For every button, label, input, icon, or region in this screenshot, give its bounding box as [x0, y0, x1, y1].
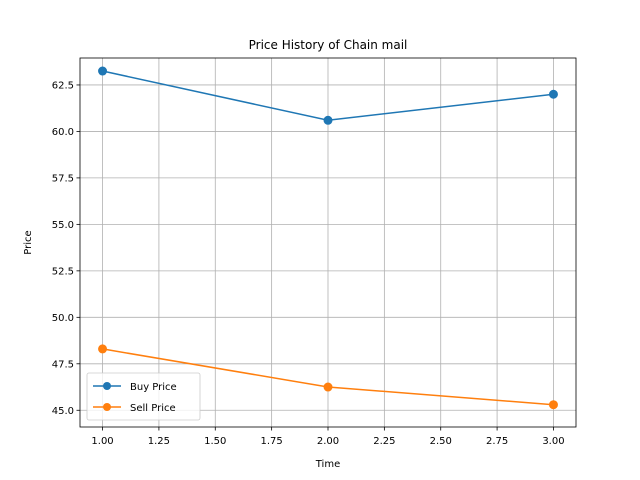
x-tick-label: 1.75 — [261, 436, 283, 447]
legend-buy-price-marker — [103, 382, 111, 390]
y-tick-label: 57.5 — [52, 173, 74, 184]
x-tick-label: 1.00 — [91, 436, 113, 447]
chart-title: Price History of Chain mail — [249, 38, 408, 52]
legend: Buy Price Sell Price — [86, 372, 201, 421]
x-tick-label: 2.00 — [317, 436, 339, 447]
y-tick-label: 55.0 — [52, 220, 74, 231]
x-tick-label: 3.00 — [542, 436, 564, 447]
legend-sell-price-marker — [103, 403, 111, 411]
x-tick-label: 2.25 — [373, 436, 395, 447]
y-axis-label: Price — [23, 230, 34, 254]
sell-price-point — [323, 382, 333, 392]
x-tick-label: 2.50 — [430, 436, 452, 447]
y-tick-label: 52.5 — [52, 266, 74, 277]
ticks: 1.00 1.25 1.50 1.75 2.00 2.25 2.50 2.75 3.00 45.0… — [52, 80, 565, 447]
legend-sell-price-label: Sell Price — [130, 403, 176, 414]
series-layer — [98, 66, 558, 410]
buy-price-point — [323, 115, 333, 125]
x-axis-label: Time — [315, 459, 340, 470]
buy-price-point — [98, 66, 108, 76]
grid — [80, 58, 576, 427]
sell-price-point — [98, 344, 108, 354]
legend-box — [86, 372, 201, 421]
y-tick-label: 60.0 — [52, 127, 74, 138]
legend-buy-price-label: Buy Price — [130, 382, 177, 393]
x-tick-label: 1.25 — [148, 436, 170, 447]
x-tick-label: 2.75 — [486, 436, 508, 447]
sell-price-point — [548, 400, 558, 410]
y-tick-label: 45.0 — [52, 406, 74, 417]
y-tick-label: 62.5 — [52, 80, 74, 91]
y-tick-label: 50.0 — [52, 313, 74, 324]
y-tick-label: 47.5 — [52, 359, 74, 370]
x-tick-label: 1.50 — [204, 436, 226, 447]
buy-price-point — [548, 89, 558, 99]
